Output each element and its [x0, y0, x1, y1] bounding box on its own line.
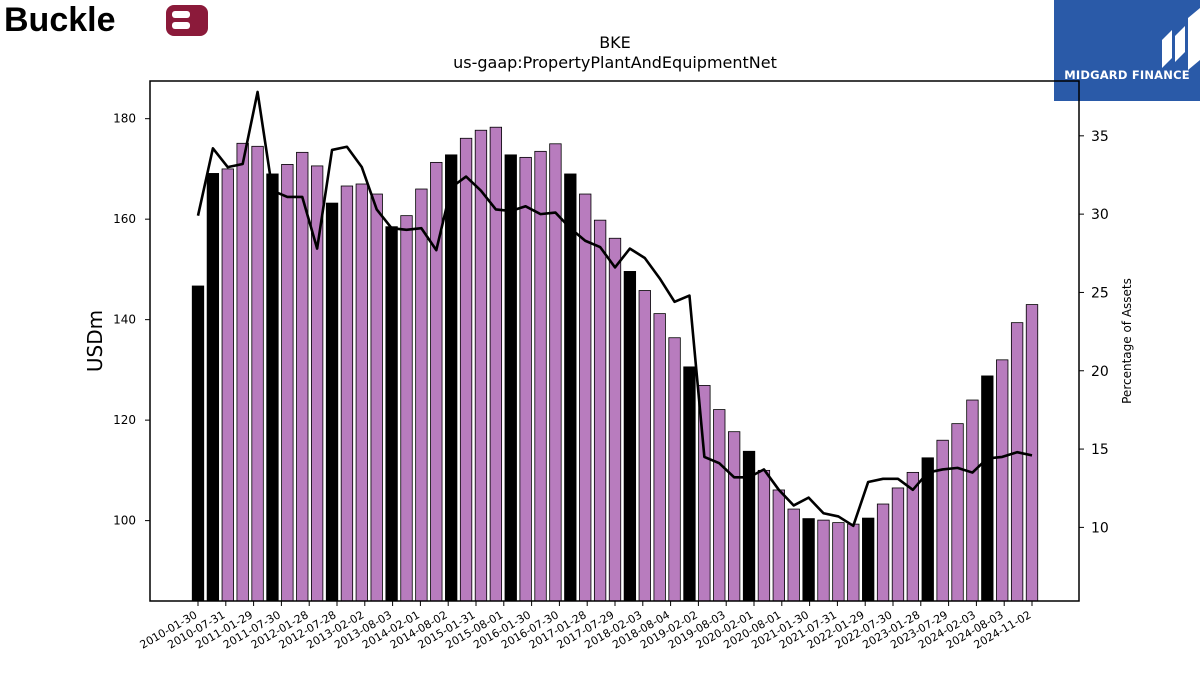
- bar: [891, 487, 905, 602]
- y-tick-label: 120: [113, 413, 136, 427]
- bar: [504, 154, 517, 602]
- bar: [266, 173, 279, 602]
- bar: [802, 518, 815, 602]
- bar: [579, 193, 592, 602]
- bar: [847, 523, 860, 602]
- y-axis-ticks: 100 120 140 160 180: [113, 112, 150, 528]
- bar: [236, 142, 249, 602]
- bar: [772, 489, 785, 602]
- bar: [445, 154, 458, 602]
- midgard-finance-text: MIDGARD FINANCE: [1064, 68, 1190, 82]
- y2-tick-label: 30: [1091, 207, 1109, 223]
- bar-series: [191, 126, 1039, 602]
- y2-tick-label: 25: [1091, 285, 1109, 301]
- bar: [713, 409, 726, 602]
- y2-tick-label: 20: [1091, 364, 1109, 380]
- bar: [370, 193, 383, 602]
- bar: [787, 508, 800, 602]
- bar: [534, 150, 547, 602]
- bar: [296, 151, 309, 602]
- bar: [966, 399, 979, 602]
- bar: [593, 219, 607, 602]
- bar: [191, 285, 205, 602]
- bar: [355, 183, 368, 602]
- bar: [1010, 322, 1024, 602]
- bar: [251, 145, 264, 602]
- bar: [206, 173, 220, 602]
- buckle-logo: Buckle: [4, 1, 208, 39]
- bar: [638, 290, 651, 602]
- bar: [281, 163, 294, 602]
- y-axis-label: USDm: [83, 310, 107, 372]
- bar: [757, 469, 771, 602]
- y-tick-label: 160: [113, 212, 136, 226]
- bar: [817, 519, 830, 602]
- bar: [1025, 304, 1039, 602]
- bar: [653, 313, 666, 602]
- bar: [832, 522, 845, 602]
- buckle-b-icon: [166, 5, 208, 36]
- line-series: [196, 90, 1033, 528]
- bar: [668, 337, 681, 602]
- bar: [340, 185, 354, 602]
- bar: [325, 202, 339, 602]
- bar: [906, 471, 920, 602]
- bar: [519, 156, 532, 602]
- y-tick-label: 140: [113, 313, 136, 327]
- bar: [474, 129, 488, 602]
- bar: [489, 126, 503, 602]
- bar: [981, 375, 994, 602]
- y-tick-label: 100: [113, 514, 136, 528]
- y2-tick-label: 35: [1091, 129, 1109, 145]
- bar: [727, 431, 741, 602]
- chart-title: BKE: [599, 33, 631, 52]
- y2-tick-label: 10: [1091, 520, 1109, 536]
- y2-tick-label: 15: [1091, 442, 1109, 458]
- bar: [385, 226, 398, 602]
- y2-axis-ticks: 10 15 20 25 30 35: [1079, 129, 1109, 536]
- bar: [951, 423, 964, 602]
- percentage-line: [196, 90, 1033, 528]
- bar: [683, 366, 696, 602]
- y-tick-label: 180: [113, 112, 136, 126]
- bar: [221, 168, 234, 602]
- bar: [862, 517, 875, 602]
- y2-axis-label: Percentage of Assets: [1120, 278, 1134, 404]
- bar: [936, 439, 949, 602]
- bar: [876, 503, 890, 602]
- chart-subtitle: us-gaap:PropertyPlantAndEquipmentNet: [453, 53, 777, 72]
- buckle-logo-text: Buckle: [4, 1, 116, 39]
- bar: [400, 215, 413, 602]
- bar: [623, 271, 637, 602]
- x-axis-ticks: 2010-01-302010-07-312011-01-292011-07-30…: [138, 601, 1034, 652]
- midgard-logo-icon: [1162, 8, 1200, 70]
- bar: [459, 137, 473, 602]
- bar: [921, 457, 934, 602]
- bar: [608, 237, 622, 602]
- bar: [415, 188, 428, 602]
- bar: [564, 173, 577, 602]
- bar: [996, 359, 1009, 602]
